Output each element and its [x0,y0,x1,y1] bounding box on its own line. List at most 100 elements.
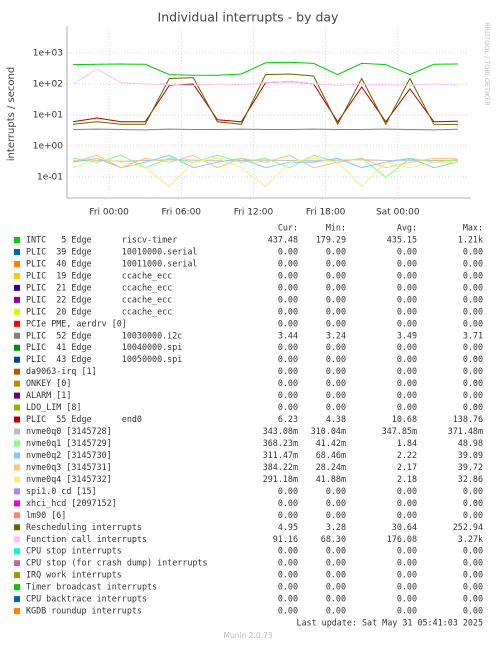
legend-avg: 0.00 [397,282,417,292]
legend-header: Avg: [397,223,417,233]
legend-min: 41.88m [316,474,346,484]
legend-label: spi1.0 cd [15] [26,486,97,496]
legend-label: nvme0q2 [3145730] [26,450,112,460]
legend-avg: 3.49 [397,330,417,340]
legend-cur: 0.00 [278,318,298,328]
legend-cur: 437.48 [268,235,298,245]
series-line [72,68,459,86]
legend-label: nvme0q4 [3145732] [26,474,112,484]
legend-avg: 0.00 [397,246,417,256]
legend-swatch [14,476,20,483]
legend-label: ALARM [1] [26,390,71,400]
legend-min: 41.42m [316,438,346,448]
legend-label: IRQ work interrupts [26,570,122,580]
series-line [72,61,459,76]
legend-swatch [14,572,20,579]
y-tick-label: 1e-01 [37,172,63,182]
legend-label: KGDB roundup interrupts [26,606,142,616]
legend-cur: 0.00 [278,282,298,292]
legend-avg: 0.00 [397,354,417,364]
legend-min: 3.24 [326,330,346,340]
legend-swatch [14,488,20,495]
legend-min: 0.00 [326,546,346,556]
legend-cur: 91.16 [273,534,298,544]
legend-max: 3.71 [463,330,483,340]
legend-avg: 0.00 [397,318,417,328]
y-tick-label: 1e+00 [33,141,64,151]
legend-min: 0.00 [326,606,346,616]
legend-cur: 384.22m [263,462,298,472]
legend-label: da9063-irq [1] [26,366,97,376]
legend-avg: 2.18 [397,474,417,484]
legend-swatch [14,356,20,363]
legend-cur: 6.23 [278,414,298,424]
legend-avg: 0.00 [397,294,417,304]
legend-min: 0.00 [326,246,346,256]
legend-min: 0.00 [326,270,346,280]
last-update: Last update: Sat May 31 05:41:03 2025 [296,618,483,628]
legend-max: 0.00 [463,582,483,592]
legend-avg: 0.00 [397,606,417,616]
series-line [72,157,459,188]
legend-max: 0.00 [463,606,483,616]
legend-max: 48.98 [458,438,483,448]
legend-max: 39.09 [458,450,483,460]
legend-min: 0.00 [326,570,346,580]
legend-label: PLIC 20 Edge ccache_ecc [26,306,172,316]
legend-label: PLIC 41 Edge 10040000.spi [26,342,182,352]
legend-label: CPU stop interrupts [26,546,122,556]
legend-label: PLIC 40 Edge 10011000.serial [26,258,197,268]
legend-avg: 2.17 [397,462,417,472]
series-line [72,159,459,162]
legend-max: 32.86 [458,474,483,484]
x-tick-label: Fri 06:00 [162,208,202,218]
series-line [72,128,459,131]
legend-label: CPU stop (for crash dump) interrupts [26,558,208,568]
legend-swatch [14,584,20,591]
legend-cur: 0.00 [278,258,298,268]
legend-cur: 0.00 [278,486,298,496]
legend-avg: 0.00 [397,258,417,268]
legend-swatch [14,512,20,519]
legend-label: INTC 5 Edge riscv-timer [26,235,177,245]
legend-min: 4.38 [326,414,346,424]
legend-cur: 368.23m [263,438,298,448]
legend-label: ONKEY [0] [26,378,71,388]
legend-avg: 0.00 [397,546,417,556]
legend-swatch [14,237,20,243]
legend-label: LDO_LIM [8] [26,402,81,412]
legend-label: Timer broadcast interrupts [26,582,157,592]
legend-min: 0.00 [326,510,346,520]
legend-swatch [14,308,20,315]
legend-avg: 0.00 [397,402,417,412]
legend-cur: 3.44 [278,330,298,340]
legend-max: 0.00 [463,594,483,604]
legend-swatch [14,464,20,471]
legend-swatch [14,392,20,399]
x-tick-label: Fri 18:00 [306,208,346,218]
legend-avg: 0.00 [397,594,417,604]
legend-swatch [14,596,20,603]
legend-swatch [14,524,20,531]
legend-cur: 0.00 [278,546,298,556]
legend-cur: 0.00 [278,246,298,256]
legend-max: 0.00 [463,246,483,256]
legend-avg: 435.15 [387,235,417,245]
legend-swatch [14,344,20,351]
legend-max: 1.21k [458,235,483,245]
legend-label: PLIC 22 Edge ccache_ecc [26,294,172,304]
legend-cur: 311.47m [263,450,298,460]
legend-min: 28.24m [316,462,346,472]
legend-max: 0.00 [463,510,483,520]
legend-avg: 0.00 [397,306,417,316]
legend-max: 0.00 [463,342,483,352]
y-tick-label: 1e+01 [33,110,63,120]
legend-avg: 347.85m [382,426,417,436]
legend-max: 0.00 [463,354,483,364]
legend-cur: 0.00 [278,378,298,388]
legend-swatch [14,380,20,387]
legend-avg: 30.64 [392,522,417,532]
legend-avg: 0.00 [397,390,417,400]
legend-min: 0.00 [326,318,346,328]
legend-avg: 0.00 [397,486,417,496]
